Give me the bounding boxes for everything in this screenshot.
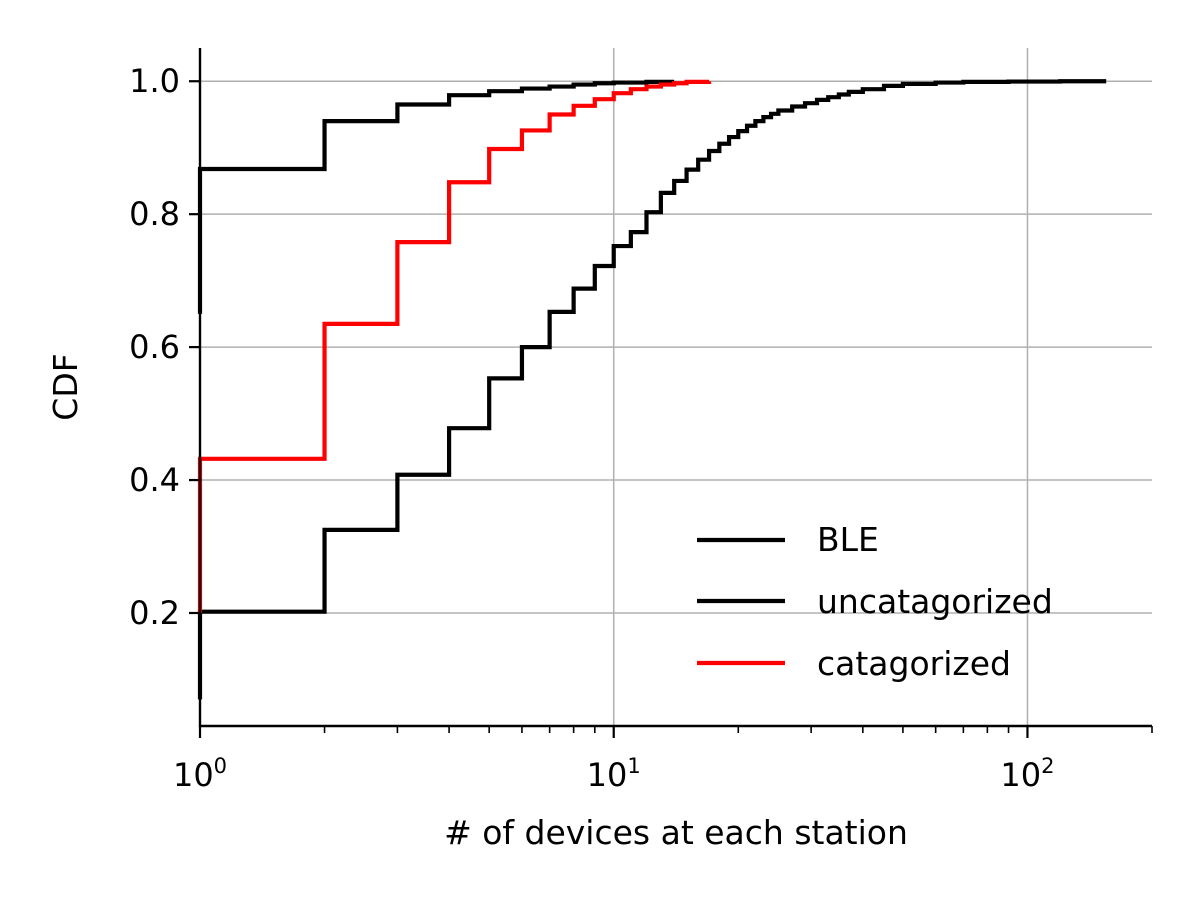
x-tick-label-base: 10 bbox=[1000, 756, 1041, 794]
y-axis-label: CDF bbox=[46, 353, 85, 420]
x-tick-label-exponent: 1 bbox=[627, 754, 640, 778]
legend: BLE uncatagorized catagorized bbox=[697, 520, 1053, 683]
y-tick-label: 0.2 bbox=[129, 594, 180, 632]
legend-label-ble: BLE bbox=[817, 520, 879, 559]
y-tick-label: 0.8 bbox=[129, 195, 180, 233]
series-line-ble bbox=[197, 79, 677, 314]
grid-lines bbox=[199, 48, 1152, 726]
x-tick-label-exponent: 0 bbox=[214, 754, 227, 778]
x-tick-label-exponent: 2 bbox=[1041, 754, 1054, 778]
legend-item-ble: BLE bbox=[697, 520, 879, 559]
axis-ticks bbox=[189, 80, 1153, 738]
axes-spines bbox=[198, 48, 1152, 728]
series-line-uncatagorized bbox=[197, 79, 1107, 700]
y-tick-label: 1.0 bbox=[129, 62, 180, 100]
x-tick-label-base: 10 bbox=[173, 756, 214, 794]
series-lines bbox=[197, 79, 1107, 700]
x-tick-label: 101 bbox=[587, 754, 641, 794]
x-tick-label: 100 bbox=[173, 754, 227, 794]
series-line-catagorized bbox=[197, 79, 712, 613]
x-tick-label-base: 10 bbox=[587, 756, 628, 794]
legend-label-uncatagorized: uncatagorized bbox=[817, 582, 1053, 621]
legend-item-catagorized: catagorized bbox=[697, 644, 1011, 683]
y-tick-label: 0.4 bbox=[129, 461, 180, 499]
y-tick-label: 0.6 bbox=[129, 328, 180, 366]
x-axis-label: # of devices at each station bbox=[444, 813, 908, 852]
x-tick-label: 102 bbox=[1000, 754, 1054, 794]
legend-label-catagorized: catagorized bbox=[817, 644, 1011, 683]
legend-item-uncatagorized: uncatagorized bbox=[697, 582, 1053, 621]
